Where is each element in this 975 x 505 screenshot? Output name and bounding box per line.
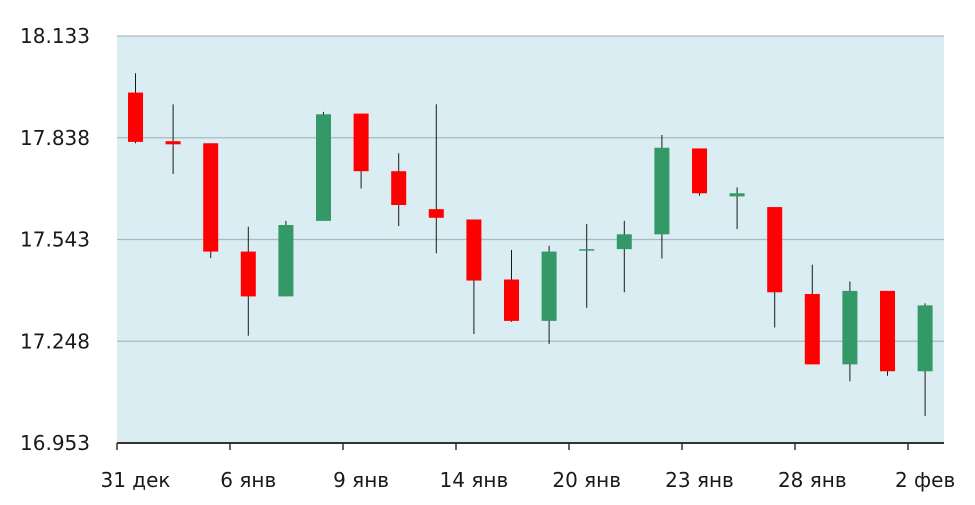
candle-body-down bbox=[165, 141, 181, 145]
x-tick-label: 2 фев bbox=[895, 468, 955, 492]
candle bbox=[804, 264, 820, 365]
candle bbox=[504, 249, 519, 322]
candle-body-up bbox=[654, 147, 670, 235]
candle-body-up bbox=[316, 114, 331, 221]
candle bbox=[579, 223, 595, 308]
candle bbox=[240, 226, 256, 336]
candle-body-down bbox=[428, 209, 444, 218]
y-tick-label: 16.953 bbox=[20, 431, 90, 455]
candle bbox=[880, 290, 895, 376]
candle-body-up bbox=[729, 193, 745, 197]
x-tick-label: 14 янв bbox=[440, 468, 509, 492]
candle-body-down bbox=[391, 171, 407, 206]
y-tick-label: 17.838 bbox=[20, 126, 90, 150]
candle-body-down bbox=[466, 219, 482, 281]
candle bbox=[278, 220, 294, 297]
candle-body-up bbox=[842, 290, 858, 365]
candle bbox=[842, 281, 858, 382]
candle bbox=[203, 143, 219, 259]
x-tick-label: 28 янв bbox=[778, 468, 847, 492]
candle bbox=[428, 104, 444, 254]
y-tick-label: 17.248 bbox=[20, 329, 90, 353]
candle-body-down bbox=[880, 290, 895, 372]
x-tick-label: 20 янв bbox=[552, 468, 621, 492]
candle bbox=[316, 111, 331, 221]
candle-body-down bbox=[767, 207, 783, 293]
candle-body-up bbox=[541, 251, 557, 321]
candle bbox=[353, 113, 369, 189]
candle-body-up bbox=[278, 225, 294, 297]
candle bbox=[767, 207, 783, 328]
candle bbox=[466, 219, 482, 335]
candle bbox=[165, 104, 181, 174]
candle-body-down bbox=[804, 293, 820, 365]
candle bbox=[729, 187, 745, 230]
x-tick-label: 31 дек bbox=[100, 468, 170, 492]
candle-body-down bbox=[240, 251, 256, 297]
candle bbox=[654, 134, 670, 259]
candle bbox=[128, 73, 143, 144]
candle-body-down bbox=[692, 148, 707, 194]
x-tick-label: 6 янв bbox=[220, 468, 276, 492]
candle-body-down bbox=[504, 279, 519, 321]
candle bbox=[917, 303, 933, 417]
candle-body-up bbox=[579, 249, 595, 251]
x-tick-label: 23 янв bbox=[665, 468, 734, 492]
candle-body-down bbox=[353, 113, 369, 172]
y-tick-label: 17.543 bbox=[20, 228, 90, 252]
y-tick-label: 18.133 bbox=[20, 24, 90, 48]
candle-body-up bbox=[917, 305, 933, 372]
candle bbox=[692, 148, 707, 196]
candle bbox=[541, 245, 557, 345]
candle-body-down bbox=[203, 143, 219, 252]
candle bbox=[616, 220, 632, 293]
x-tick-label: 9 янв bbox=[333, 468, 389, 492]
candle bbox=[391, 153, 407, 227]
candle-body-down bbox=[128, 92, 143, 142]
candle-body-up bbox=[616, 234, 632, 250]
